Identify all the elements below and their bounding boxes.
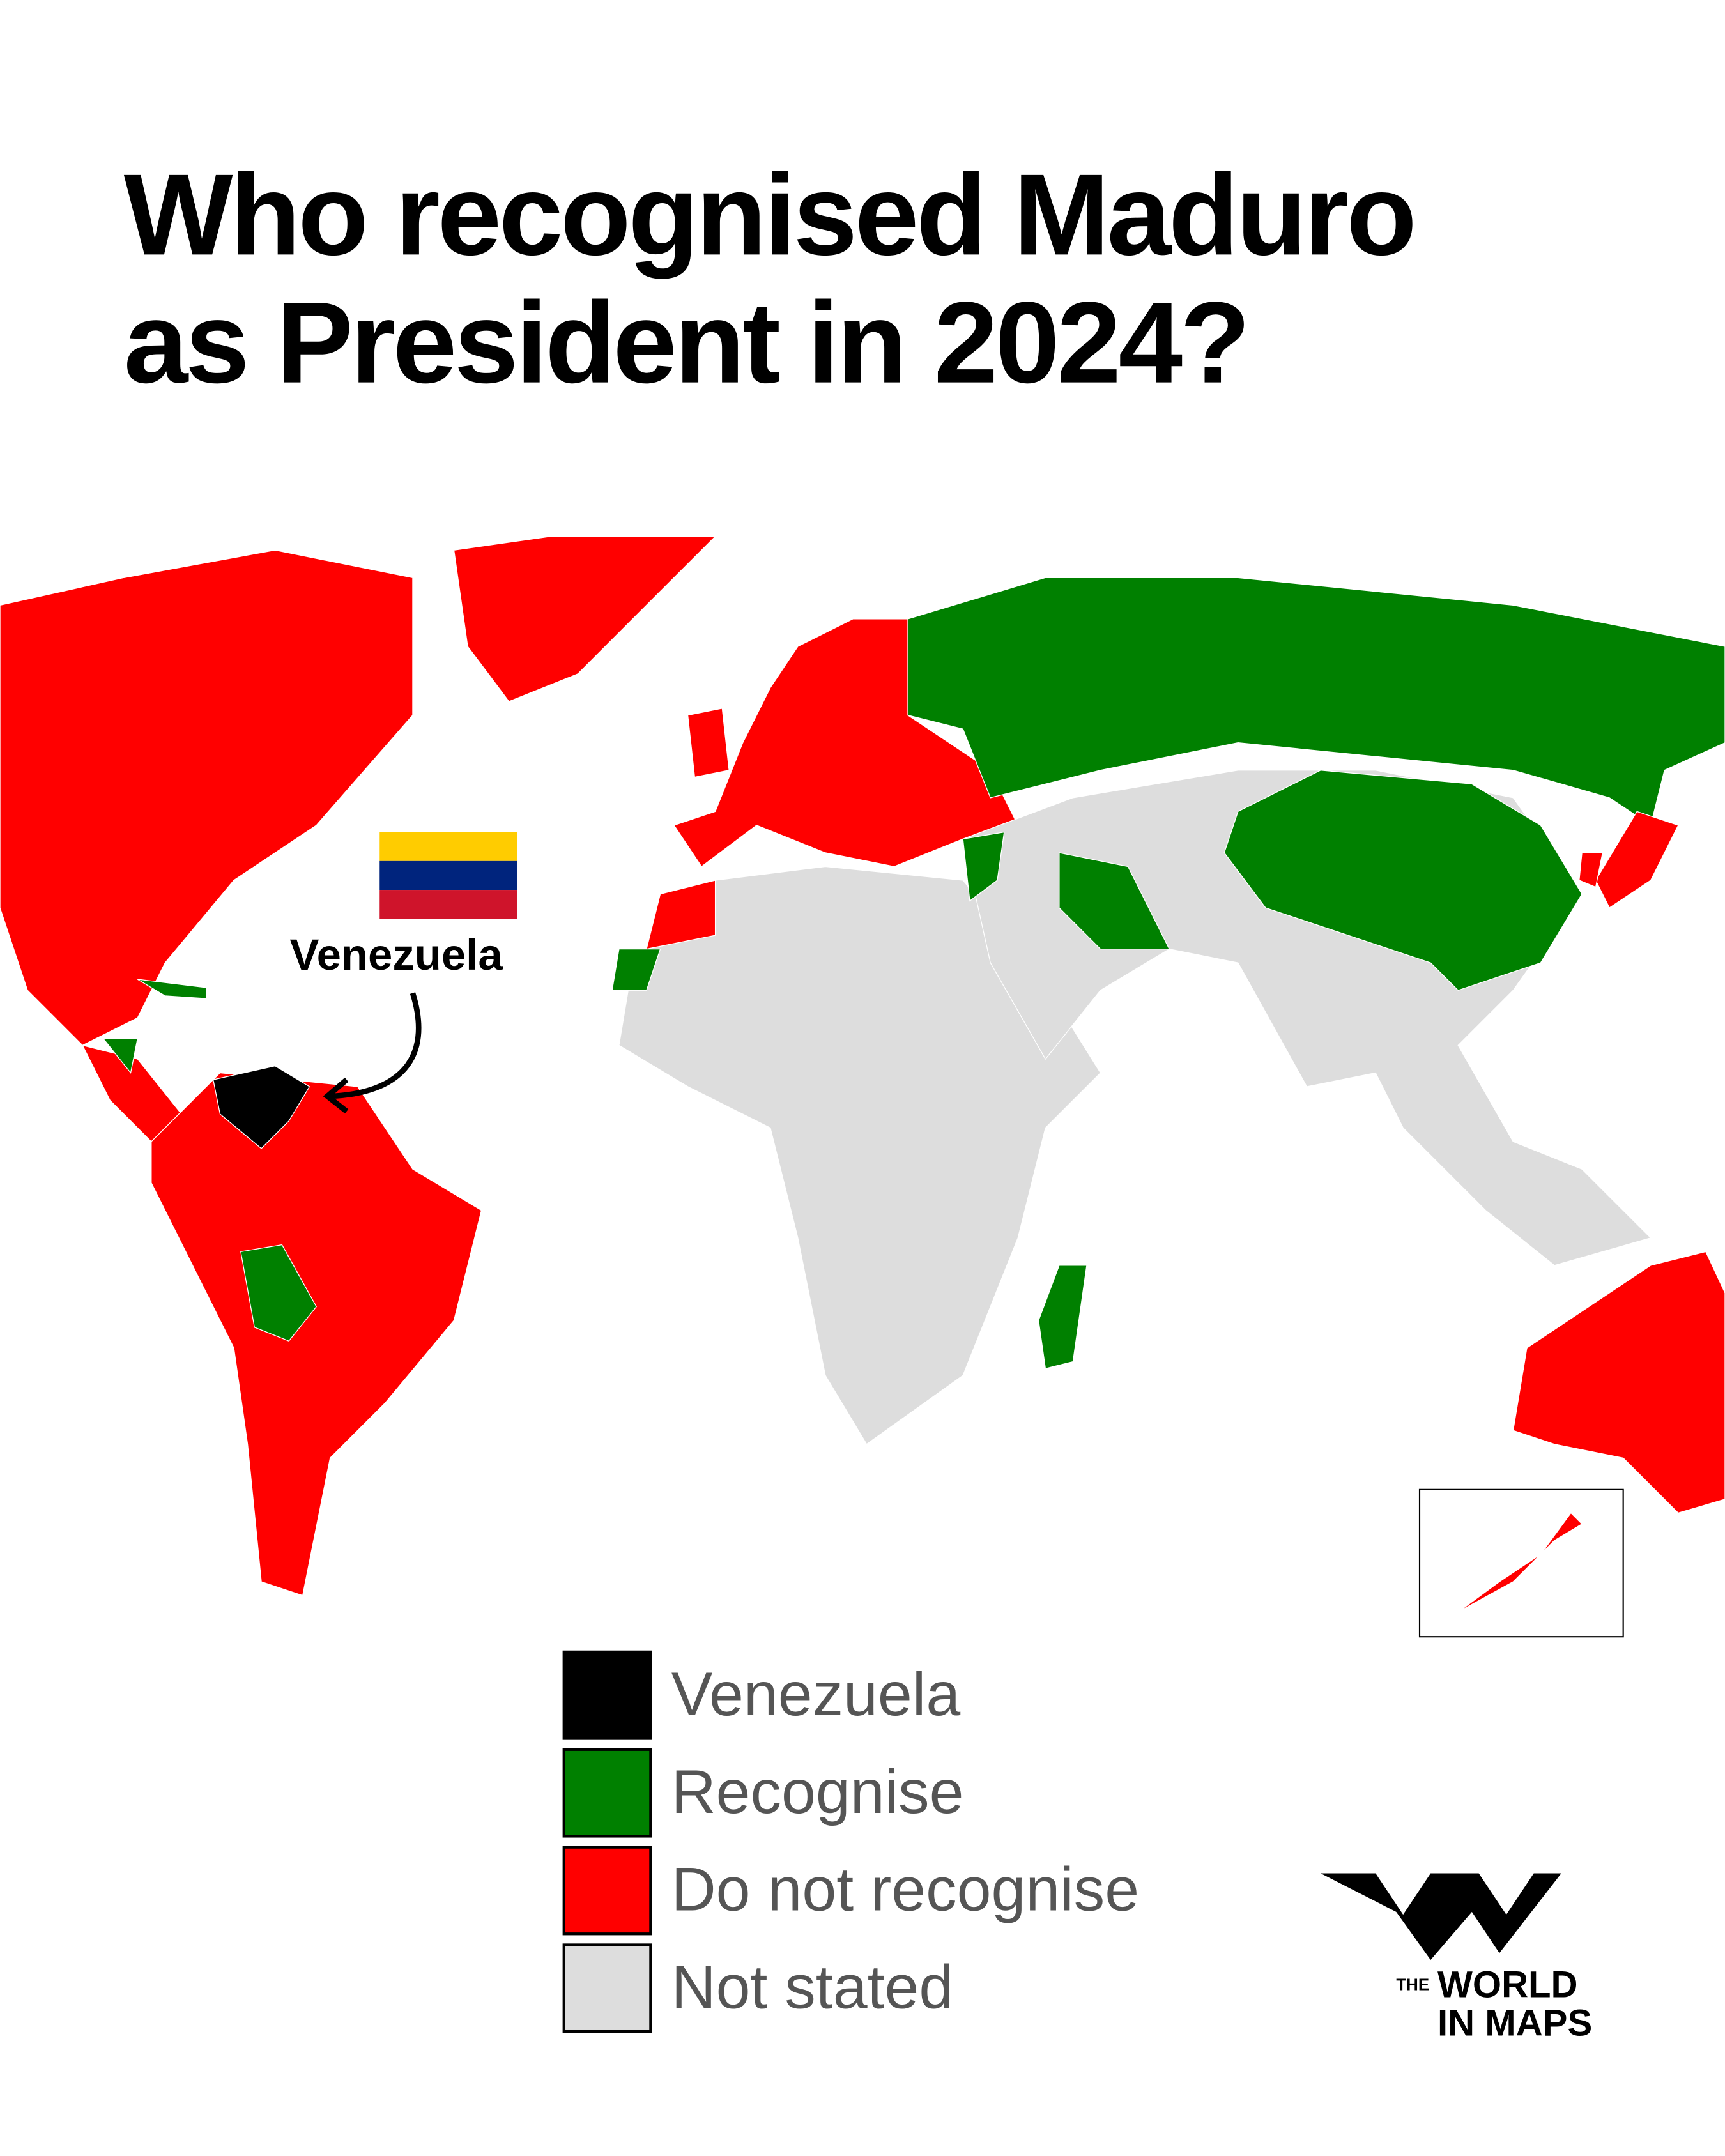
world-map	[0, 536, 1725, 1638]
annotation: Venezuela	[290, 930, 503, 979]
legend-swatch	[562, 1846, 652, 1936]
legend: Venezuela Recognise Do not recognise Not st…	[562, 1650, 1139, 2033]
logo-in-maps: IN MAPS	[1438, 2003, 1592, 2044]
nicaragua	[102, 1037, 139, 1074]
syria	[962, 831, 1005, 902]
europe	[673, 618, 1019, 868]
greenland	[453, 536, 717, 702]
venezuela-flag	[379, 832, 518, 919]
cuba	[137, 979, 207, 999]
legend-swatch	[562, 1748, 652, 1838]
legend-label: Venezuela	[671, 1659, 961, 1729]
japan	[1595, 811, 1679, 908]
legend-swatch	[562, 1943, 652, 2033]
iran	[1059, 852, 1170, 950]
legend-swatch	[562, 1650, 652, 1740]
legend-label: Do not recognise	[671, 1854, 1139, 1924]
legend-label: Recognise	[671, 1757, 964, 1826]
new-zealand	[1457, 1512, 1583, 1613]
morocco	[646, 880, 716, 950]
title-line: as President in 2024?	[124, 279, 1248, 408]
annotation-arrow	[330, 992, 422, 1099]
britain	[687, 708, 730, 778]
legend-label: Not stated	[671, 1952, 954, 2022]
logo: THE WORLD IN MAPS	[1320, 1873, 1592, 2044]
australia	[1512, 1251, 1725, 1514]
north-america	[0, 549, 413, 1046]
russia	[907, 577, 1725, 826]
venezuela	[212, 1065, 310, 1149]
logo-the: THE	[1396, 1976, 1429, 1994]
bolivia	[240, 1244, 317, 1342]
madagascar	[1038, 1265, 1087, 1370]
africa	[618, 866, 1101, 1445]
logo-world: WORLD	[1438, 1964, 1578, 2005]
china	[1223, 770, 1583, 991]
title-line: Who recognised Maduro	[124, 150, 1414, 279]
south-america	[151, 1072, 482, 1596]
inset-frame	[1418, 1488, 1624, 1638]
korea	[1579, 852, 1604, 888]
arrow-head	[323, 1077, 349, 1114]
western-sahara	[611, 949, 661, 991]
